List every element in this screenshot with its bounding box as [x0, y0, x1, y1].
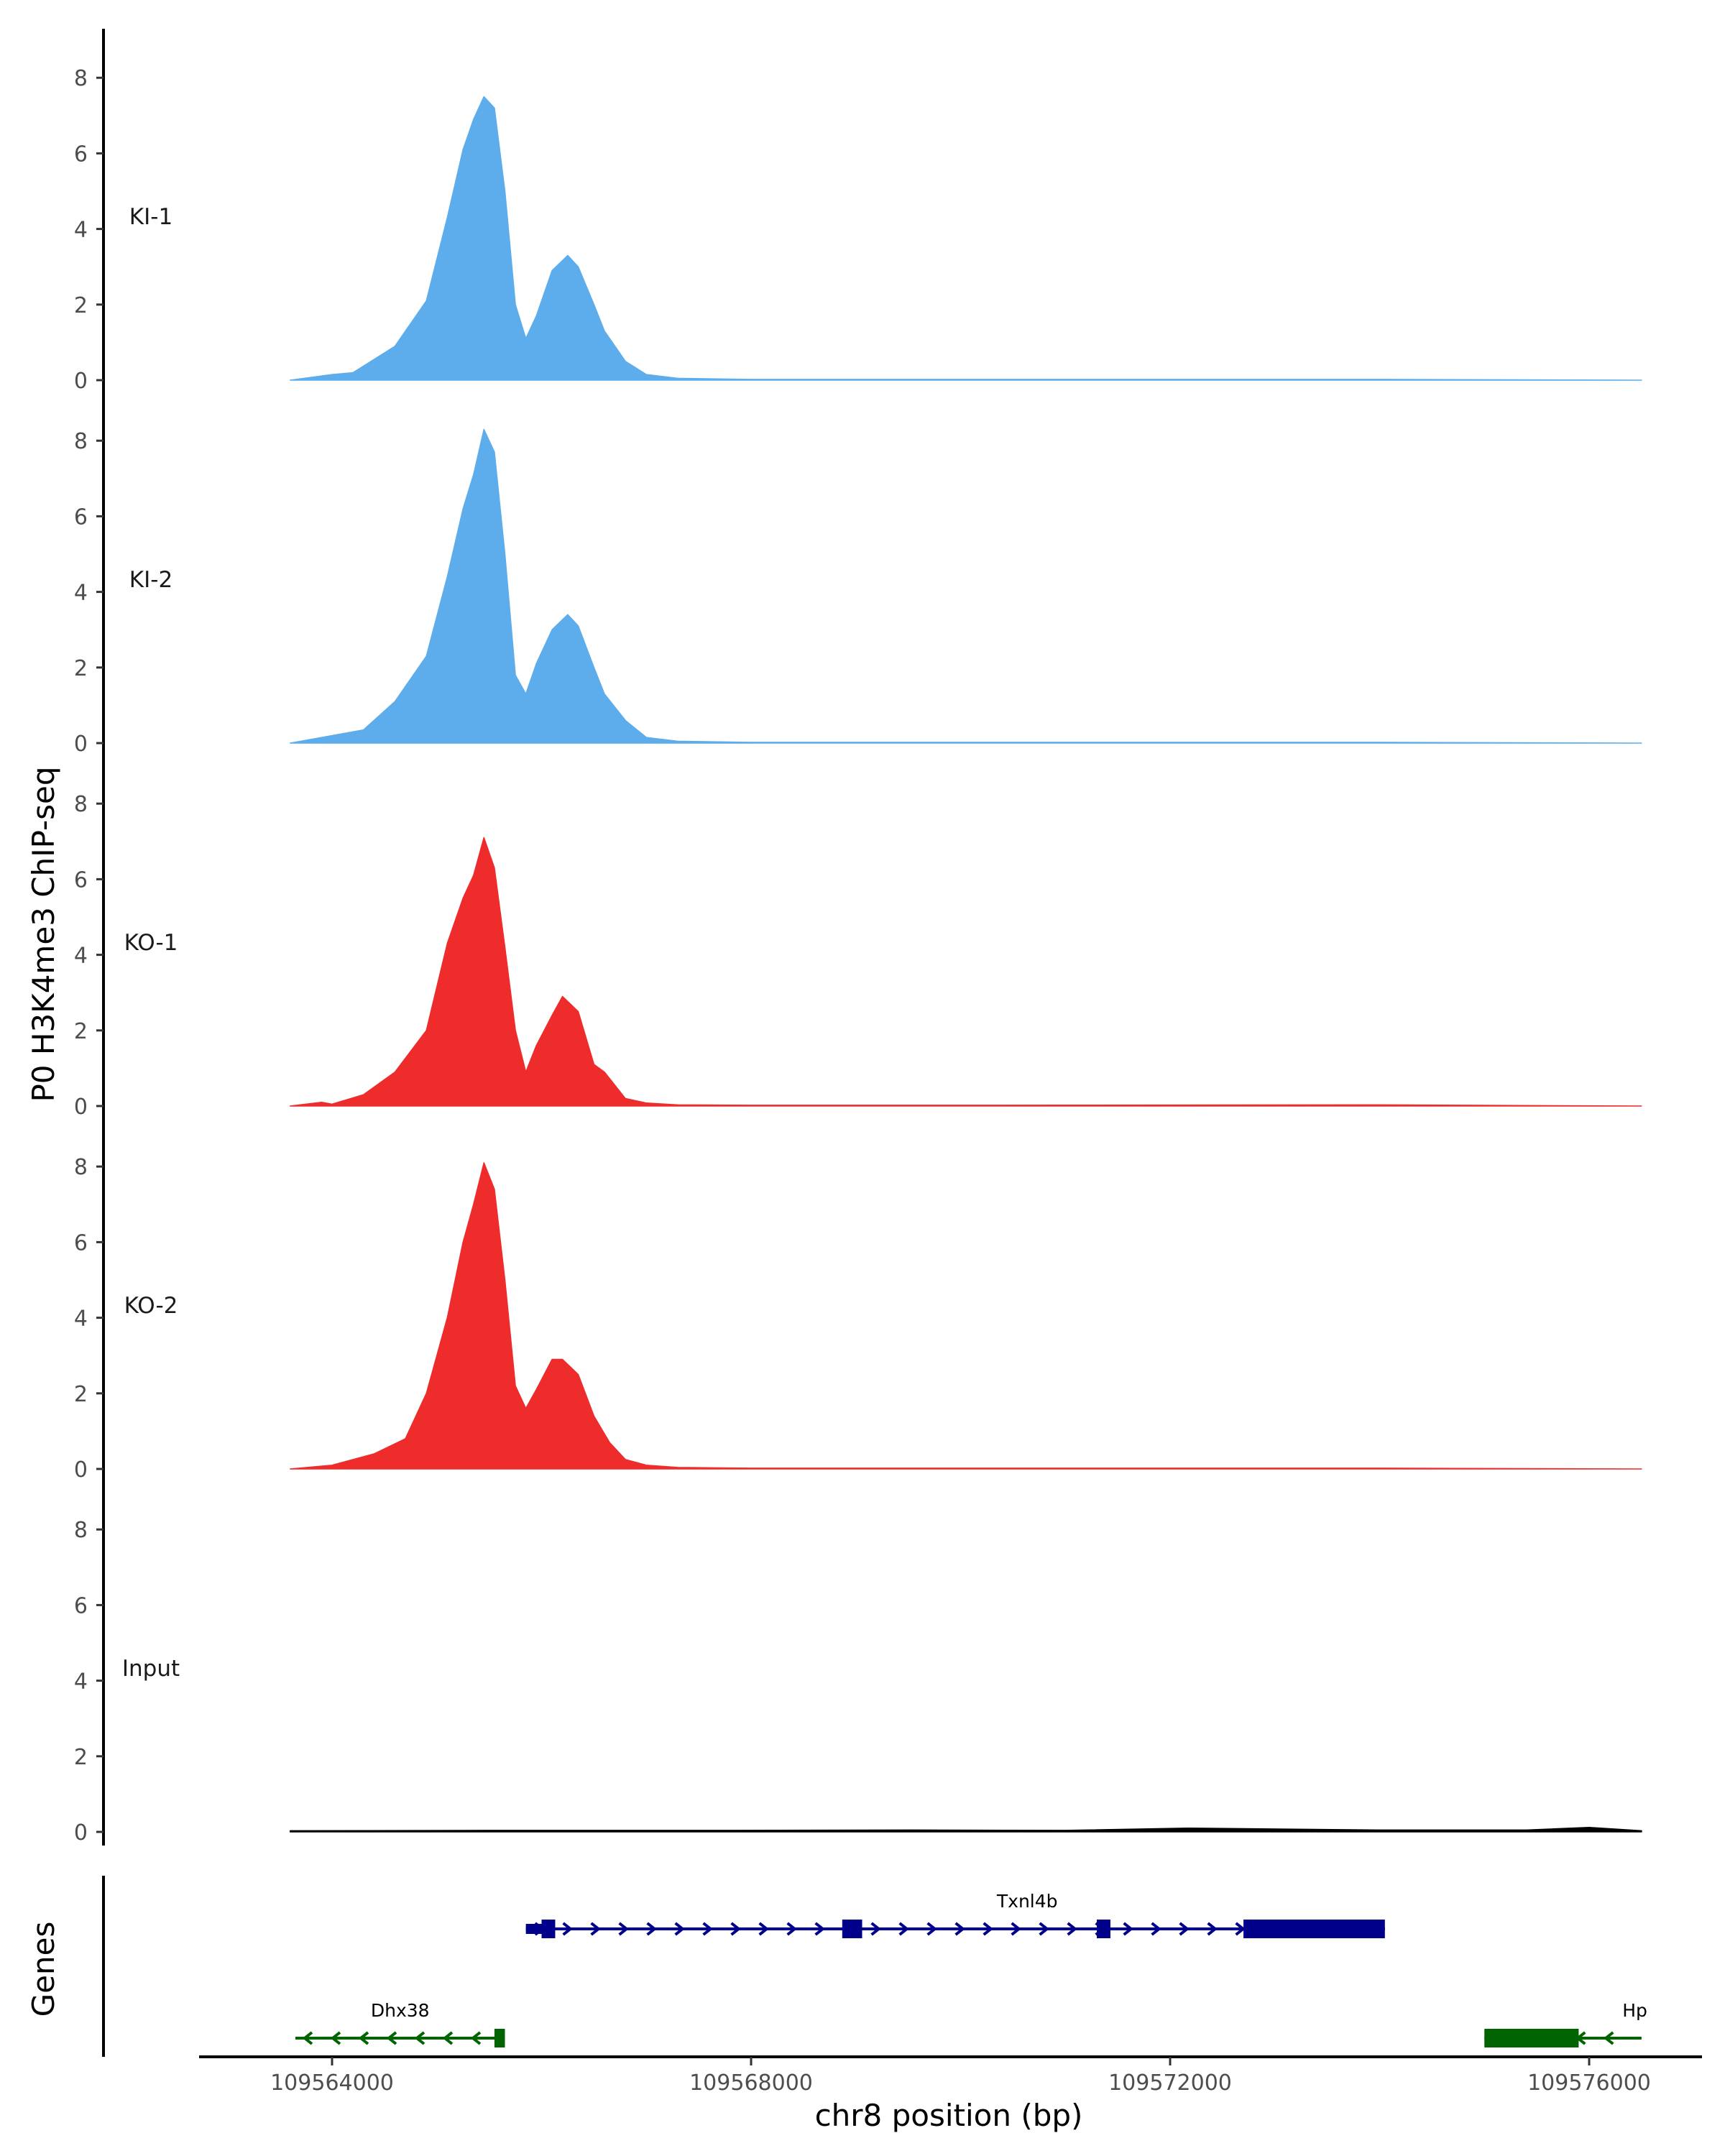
strand-chevron [386, 2031, 397, 2045]
y-tick-label: 4 [74, 218, 88, 243]
exon [525, 1924, 546, 1934]
strand-chevron [674, 1922, 685, 1936]
strand-chevron [926, 1922, 937, 1936]
y-tick-label: 8 [74, 1518, 88, 1543]
coverage-area-ki-2 [289, 428, 1642, 744]
y-tick-label: 0 [74, 1820, 88, 1846]
strand-chevron [758, 1922, 769, 1936]
x-tick-label: 109564000 [270, 2070, 394, 2096]
strand-chevron [414, 2031, 426, 2045]
strand-chevron [646, 1922, 657, 1936]
track-ki-1: 0 2 4 6 8 KI-1 [74, 29, 1642, 394]
x-tick-label: 109576000 [1527, 2070, 1651, 2096]
track-label-input: Input [122, 1656, 180, 1682]
exon [541, 1920, 556, 1938]
strand-chevron [954, 1922, 965, 1936]
gene-label-txnl4b: Txnl4b [996, 1891, 1058, 1912]
track-ko-1: 0 2 4 6 8 KO-1 [74, 755, 1642, 1120]
gene-hp: Hp [1484, 2000, 1647, 2047]
strand-chevron [870, 1922, 881, 1936]
genes-track: Txnl4b Dhx38 Hp [102, 1876, 1647, 2057]
y-tick-label: 8 [74, 792, 88, 817]
y-tick-label: 8 [74, 429, 88, 454]
strand-chevron [1179, 1922, 1190, 1936]
strand-chevron [898, 1922, 909, 1936]
strand-chevron [1207, 1922, 1218, 1936]
y-tick-label: 6 [74, 1593, 88, 1618]
y-tick-label: 0 [74, 1457, 88, 1483]
strand-chevron [1039, 1922, 1049, 1936]
gene-dhx38: Dhx38 [295, 2000, 505, 2047]
strand-chevron [983, 1922, 993, 1936]
track-label-ki-2: KI-2 [129, 567, 172, 593]
track-label-ko-1: KO-1 [124, 930, 178, 956]
y-tick-label: 4 [74, 1669, 88, 1695]
strand-chevron [302, 2031, 313, 2045]
y-tick-label: 8 [74, 1155, 88, 1180]
coverage-tracks: 0 2 4 6 8 KI-1 0 2 4 6 8 KI-2 0 2 4 6 8 KO-1 0 2 4 6 8 KO-2 0 2 4 6… [74, 29, 1642, 1846]
exon [1484, 2029, 1579, 2047]
y-tick-label: 6 [74, 1230, 88, 1256]
y-tick-label: 4 [74, 1307, 88, 1332]
y-tick-label: 6 [74, 505, 88, 530]
track-input: 0 2 4 6 8 Input [74, 1480, 1642, 1846]
strand-chevron [590, 1922, 601, 1936]
strand-chevron [470, 2031, 482, 2045]
y-tick-label: 8 [74, 66, 88, 91]
genes-track-title: Genes [26, 1922, 61, 2017]
coverage-area-ko-1 [289, 837, 1642, 1107]
strand-chevron [814, 1922, 825, 1936]
strand-chevron [1151, 1922, 1162, 1936]
y-tick-label: 2 [74, 656, 88, 681]
y-tick-label: 0 [74, 1095, 88, 1120]
strand-chevron [786, 1922, 797, 1936]
strand-chevron [1011, 1922, 1021, 1936]
track-ki-2: 0 2 4 6 8 KI-2 [74, 392, 1642, 757]
strand-chevron [1604, 2031, 1614, 2045]
exon [842, 1920, 862, 1938]
y-tick-label: 4 [74, 581, 88, 606]
y-tick-label: 6 [74, 142, 88, 167]
y-tick-label: 2 [74, 293, 88, 318]
gene-txnl4b: Txnl4b [525, 1891, 1385, 1938]
x-axis: 109564000 109568000 109572000 109576000 [199, 2055, 1702, 2096]
exon [494, 2029, 505, 2047]
track-label-ko-2: KO-2 [124, 1293, 178, 1319]
y-tick-label: 0 [74, 732, 88, 757]
y-tick-label: 2 [74, 1019, 88, 1044]
y-tick-label: 6 [74, 867, 88, 893]
exon [1243, 1920, 1385, 1938]
strand-chevron [702, 1922, 713, 1936]
strand-chevron [1067, 1922, 1077, 1936]
y-tick-label: 4 [74, 944, 88, 969]
x-tick-label: 109568000 [689, 2070, 813, 2096]
strand-chevron [1123, 1922, 1133, 1936]
coverage-area-ki-1 [289, 96, 1642, 381]
coverage-area-ko-2 [289, 1162, 1642, 1470]
x-tick-label: 109572000 [1108, 2070, 1232, 2096]
track-ko-2: 0 2 4 6 8 KO-2 [74, 1118, 1642, 1483]
strand-chevron [1235, 1922, 1246, 1936]
coverage-area-input [289, 1826, 1642, 1833]
gene-label-hp: Hp [1622, 2000, 1647, 2021]
strand-chevron [730, 1922, 741, 1936]
strand-chevron [618, 1922, 629, 1936]
strand-chevron [330, 2031, 341, 2045]
strand-chevron [442, 2031, 454, 2045]
y-axis-title: P0 H3K4me3 ChIP-seq [26, 766, 61, 1102]
x-axis-title: chr8 position (bp) [815, 2098, 1083, 2133]
y-tick-label: 2 [74, 1382, 88, 1407]
y-tick-label: 0 [74, 369, 88, 394]
gene-label-dhx38: Dhx38 [371, 2000, 430, 2021]
y-tick-label: 2 [74, 1745, 88, 1770]
strand-chevron [358, 2031, 369, 2045]
strand-chevron [562, 1922, 573, 1936]
exon [1096, 1920, 1110, 1938]
track-label-ki-1: KI-1 [129, 204, 172, 230]
